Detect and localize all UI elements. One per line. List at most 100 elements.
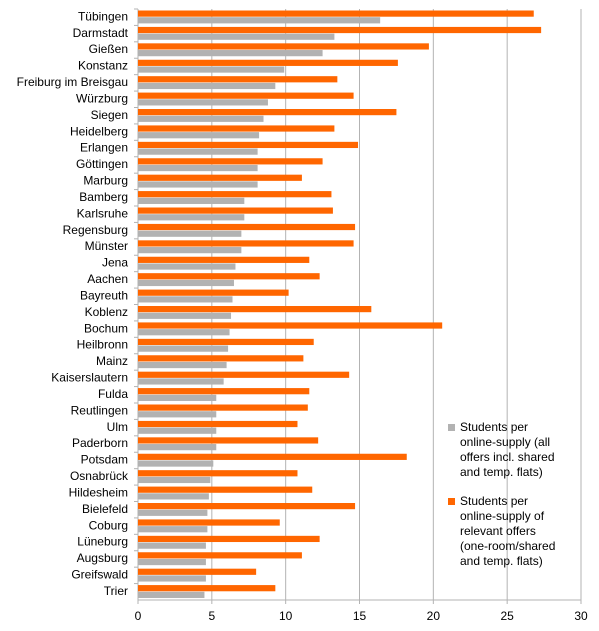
- bar: [138, 263, 236, 270]
- y-tick-label: Bochum: [84, 321, 128, 335]
- x-tick-label: 0: [135, 609, 142, 623]
- y-tick-label: Konstanz: [78, 59, 128, 73]
- bar: [138, 411, 217, 418]
- bar: [138, 558, 206, 566]
- y-tick-label: Greifswald: [71, 568, 128, 582]
- y-tick-label: Regensburg: [63, 223, 128, 237]
- bar: [138, 306, 372, 313]
- y-tick-label: Heidelberg: [70, 124, 128, 138]
- y-tick-label: Osnabrück: [70, 469, 129, 483]
- bar: [138, 92, 354, 99]
- legend-swatch: [448, 424, 455, 431]
- bar: [138, 174, 302, 181]
- x-tick-label: 15: [353, 609, 367, 623]
- bar: [138, 509, 208, 516]
- bar: [138, 493, 209, 500]
- y-tick-label: Göttingen: [76, 157, 128, 171]
- x-tick-label: 5: [208, 609, 215, 623]
- bar: [138, 17, 381, 24]
- bar: [138, 519, 280, 526]
- bar: [138, 503, 356, 510]
- y-tick-label: Freiburg im Breisgau: [17, 75, 128, 89]
- bar: [138, 247, 242, 254]
- y-tick-label: Erlangen: [80, 141, 128, 155]
- x-tick-label: 20: [427, 609, 441, 623]
- y-tick-label: Bielefeld: [82, 502, 128, 516]
- bar: [138, 552, 302, 559]
- bar: [138, 329, 230, 336]
- legend-label: Students per online-supply of relevant o…: [460, 494, 556, 568]
- y-tick-label: Paderborn: [72, 436, 128, 450]
- x-tick-label: 30: [574, 609, 588, 623]
- bar: [138, 591, 205, 598]
- bar: [138, 296, 233, 303]
- bar: [138, 223, 356, 231]
- y-tick-label: Gießen: [89, 42, 128, 56]
- bar: [138, 404, 308, 411]
- bar: [138, 338, 314, 346]
- bar: [138, 109, 397, 116]
- bar: [138, 345, 229, 352]
- bar: [138, 141, 359, 149]
- y-tick-label: Ulm: [107, 420, 128, 434]
- bar: [138, 453, 407, 460]
- bar: [138, 207, 333, 214]
- bar: [138, 388, 310, 395]
- bar: [138, 148, 258, 155]
- y-tick-label: Jena: [102, 256, 128, 270]
- bar: [138, 43, 429, 50]
- bar: [138, 486, 313, 493]
- bar: [138, 427, 217, 434]
- y-tick-label: Bayreuth: [80, 288, 128, 302]
- y-tick-label: Augsburg: [77, 551, 128, 565]
- legend: Students per online-supply (all offers i…: [448, 420, 566, 583]
- y-tick-label: Potsdam: [81, 453, 128, 467]
- bar: [138, 526, 208, 533]
- y-tick-label: Münster: [85, 239, 128, 253]
- y-tick-label: Hildesheim: [69, 485, 128, 499]
- y-tick-label: Siegen: [91, 108, 128, 122]
- bar: [138, 322, 443, 329]
- y-tick-label: Kaiserslautern: [51, 371, 128, 385]
- legend-item: Students per online-supply (all offers i…: [448, 420, 566, 480]
- y-tick-label: Marburg: [83, 174, 128, 188]
- bar: [138, 437, 319, 444]
- bar: [138, 33, 335, 40]
- bar: [138, 444, 217, 451]
- bar: [138, 460, 214, 467]
- bar: [138, 191, 332, 198]
- legend-swatch: [448, 498, 455, 505]
- bar: [138, 361, 227, 369]
- y-tick-label: Lüneburg: [77, 535, 128, 549]
- bar: [138, 568, 257, 575]
- legend-label: Students per online-supply (all offers i…: [460, 420, 555, 479]
- y-tick-label: Tübingen: [78, 9, 128, 23]
- bar: [138, 355, 304, 362]
- bar: [138, 82, 276, 90]
- bar: [138, 542, 206, 549]
- bar: [138, 585, 276, 592]
- y-tick-label: Reutlingen: [71, 403, 128, 417]
- y-tick-label: Heilbronn: [77, 338, 128, 352]
- bar: [138, 10, 534, 17]
- bar: [138, 125, 335, 132]
- bar: [138, 132, 260, 139]
- bar: [138, 279, 234, 287]
- y-tick-label: Trier: [104, 584, 128, 598]
- legend-item: Students per online-supply of relevant o…: [448, 494, 566, 569]
- bar: [138, 66, 285, 73]
- bar: [138, 476, 211, 484]
- bar: [138, 420, 298, 428]
- y-tick-label: Aachen: [87, 272, 128, 286]
- y-tick-label: Darmstadt: [73, 26, 129, 40]
- y-tick-label: Koblenz: [85, 305, 128, 319]
- bar: [138, 312, 232, 319]
- bar: [138, 181, 258, 188]
- y-tick-label: Fulda: [98, 387, 128, 401]
- bar: [138, 76, 338, 83]
- y-tick-label: Karlsruhe: [77, 206, 129, 220]
- bar: [138, 26, 542, 34]
- bar: [138, 575, 206, 582]
- bar: [138, 164, 258, 172]
- bar: [138, 394, 217, 401]
